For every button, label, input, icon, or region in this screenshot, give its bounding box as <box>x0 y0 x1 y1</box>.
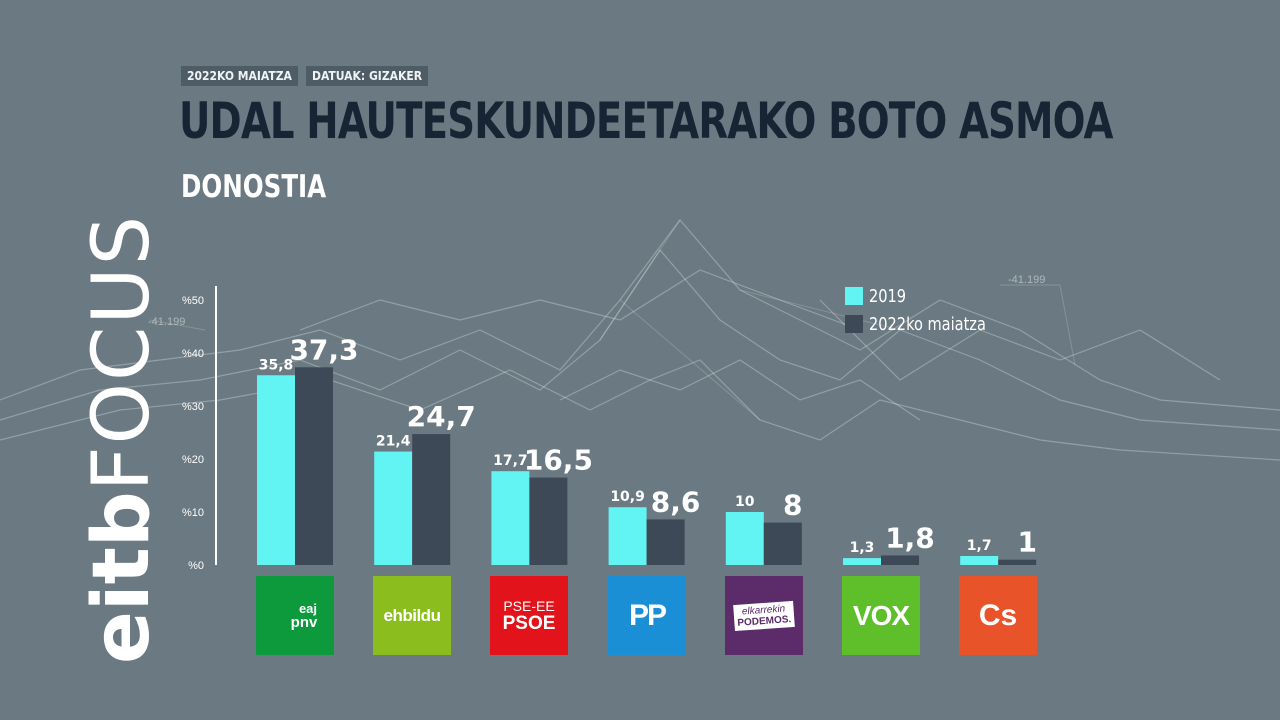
legend-item-2019: 2019 <box>845 283 999 309</box>
bar-2019 <box>843 558 881 565</box>
pnv-logo-text-2: pnv <box>290 613 318 631</box>
data-label-2022: 8,6 <box>651 485 701 518</box>
podemos-logo-box: elkarrekin PODEMOS. <box>733 600 795 631</box>
party-logo-pp: PP <box>608 576 686 655</box>
bar-2022 <box>998 559 1037 565</box>
pp-logo-text: PP <box>628 598 667 632</box>
date-tag: 2022KO MAIATZA <box>181 66 298 86</box>
bar-2022 <box>763 522 802 565</box>
vox-logo-text: VOX <box>852 599 910 631</box>
psoe-logo-text-2: PSOE <box>502 612 556 634</box>
bar-2022 <box>881 555 919 565</box>
y-tick-label: %40 <box>182 348 204 360</box>
data-label-2019: 10 <box>735 494 755 510</box>
y-tick-label: %20 <box>182 454 204 466</box>
legend-label-2019: 2019 <box>869 285 907 307</box>
legend-item-2022: 2022ko maiatza <box>845 311 999 337</box>
party-logo-vox: VOX <box>842 576 920 655</box>
data-label-2022: 1 <box>1017 526 1036 559</box>
bar-2019 <box>960 555 999 565</box>
page-subtitle: DONOSTIA <box>181 169 327 205</box>
pnv-logo-text-1: eaj <box>298 600 318 616</box>
data-label-2019: 21,4 <box>376 434 411 450</box>
data-label-2022: 16,5 <box>524 444 593 477</box>
party-logo-elkarrekin-podemos: elkarrekin PODEMOS. <box>725 576 803 655</box>
bar-2019 <box>257 375 295 565</box>
bar-2022 <box>646 519 685 565</box>
party-logo-eh-bildu: ehbildu <box>373 576 451 655</box>
legend-swatch-2022 <box>845 315 863 333</box>
chart-legend: 2019 2022ko maiatza <box>845 283 999 339</box>
y-tick-label: %50 <box>182 295 204 307</box>
data-label-2019: 10,9 <box>610 489 645 505</box>
data-label-2022: 8 <box>783 489 802 522</box>
bar-2022 <box>295 367 333 565</box>
legend-swatch-2019 <box>845 287 863 305</box>
data-label-2019: 17,7 <box>493 453 528 469</box>
bg-annotation-left: -41.199 <box>148 316 185 328</box>
data-label-2019: 1,7 <box>967 538 992 554</box>
bar-2022 <box>412 434 451 565</box>
party-logo-pse-psoe: PSE-EE PSOE <box>490 576 568 655</box>
cs-logo-text: Cs <box>978 598 1018 632</box>
data-label-2022: 37,3 <box>289 333 358 366</box>
data-label-2019: 1,3 <box>850 540 875 556</box>
bar-2019 <box>608 507 647 565</box>
data-label-2022: 1,8 <box>885 521 935 554</box>
page-title: UDAL HAUTESKUNDEETARAKO BOTO ASMOA <box>179 92 1113 150</box>
bar-2019 <box>491 471 530 565</box>
party-logo-cs: Cs <box>959 576 1037 655</box>
data-label-2022: 24,7 <box>407 400 476 433</box>
bar-2019 <box>374 451 413 565</box>
legend-label-2022: 2022ko maiatza <box>869 313 986 335</box>
bar-2022 <box>529 477 568 565</box>
y-tick-label: %0 <box>188 560 204 572</box>
y-tick-label: %10 <box>182 507 204 519</box>
y-tick-label: %30 <box>182 401 204 413</box>
bg-annotation-right: -41.199 <box>1008 274 1045 286</box>
data-label-2019: 35,8 <box>259 357 294 373</box>
psoe-logo-text-1: PSE-EE <box>503 597 555 614</box>
source-tag: DATUAK: GIZAKER <box>306 66 429 86</box>
bar-2019 <box>725 512 764 565</box>
bildu-logo-text: ehbildu <box>383 605 441 625</box>
party-logo-eaj-pnv: eaj pnv <box>256 576 334 655</box>
